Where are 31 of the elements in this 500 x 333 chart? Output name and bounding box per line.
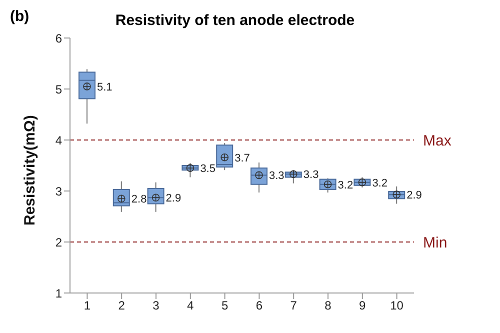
x-tick-label: 7	[290, 298, 298, 313]
x-tick-label: 10	[390, 298, 404, 313]
x-tick-label: 3	[152, 298, 160, 313]
y-axis-title: Resistivity(mΩ)	[21, 115, 38, 226]
x-tick-label: 8	[324, 298, 332, 313]
text: 3.5	[200, 163, 216, 176]
text: 3.2	[372, 177, 388, 190]
x-tick-label: 1	[84, 298, 91, 313]
text: 2.9	[406, 190, 422, 202]
text: 5.1	[97, 81, 112, 94]
ref-line-label: Max	[423, 132, 452, 150]
text: (b)	[10, 8, 30, 25]
x-tick-label: 5	[221, 298, 228, 313]
y-tick-label: 6	[55, 31, 62, 46]
x-tick-label: 9	[359, 298, 366, 313]
x-tick-label: 2	[118, 298, 126, 313]
ref-line-label: Min	[423, 234, 448, 252]
text: 3.2	[338, 179, 354, 192]
text: 3.3	[269, 170, 284, 182]
text: 3.3	[303, 169, 319, 182]
x-tick-label: 6	[256, 298, 263, 313]
y-tick-label: 3	[55, 184, 62, 198]
x-tick-label: 4	[187, 298, 194, 313]
y-tick-label: 1	[55, 286, 62, 300]
text: 2.9	[166, 192, 182, 205]
y-tick-label: 4	[55, 133, 62, 148]
text: 3.7	[234, 152, 250, 164]
chart-title: Resistivity of ten anode electrode	[114, 12, 356, 29]
text: 2.8	[131, 194, 147, 206]
y-tick-label: 5	[55, 82, 62, 96]
y-tick-label: 2	[55, 235, 62, 250]
